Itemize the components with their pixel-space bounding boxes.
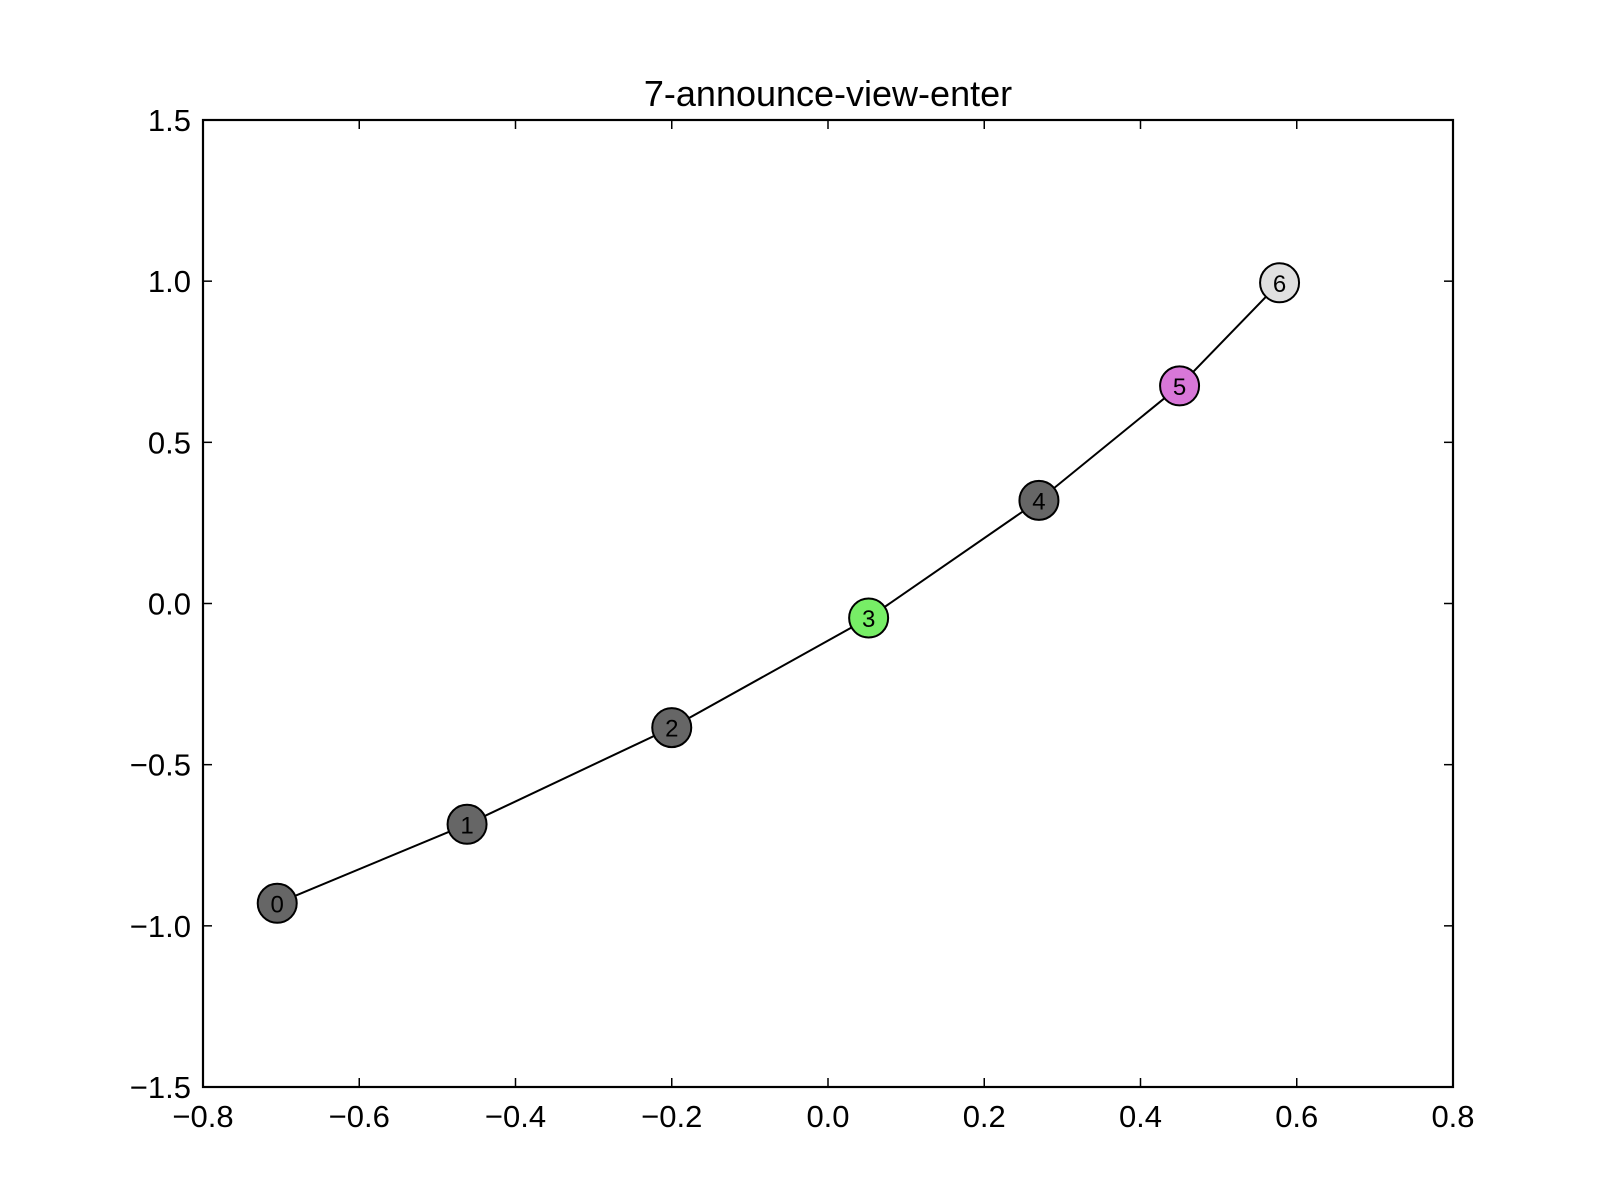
- node-marker: [848, 597, 890, 639]
- node-5: 5: [1159, 365, 1201, 407]
- node-2: 2: [651, 707, 693, 749]
- node-label: 2: [665, 716, 678, 743]
- node-marker: [446, 803, 488, 845]
- x-tick-label: −0.6: [329, 1099, 390, 1134]
- node-label: 1: [460, 812, 473, 839]
- node-3: 3: [848, 597, 890, 639]
- node-label: 4: [1032, 488, 1045, 515]
- node-6: 6: [1259, 262, 1301, 304]
- node-marker: [1159, 365, 1201, 407]
- x-tick-label: −0.4: [485, 1099, 546, 1134]
- x-tick-label: 0.4: [1119, 1099, 1162, 1134]
- y-tick-label: 0.0: [148, 587, 191, 622]
- edge-segment: [1178, 282, 1281, 387]
- plot-frame: [201, 118, 1455, 1089]
- x-tick-label: 0.6: [1275, 1099, 1318, 1134]
- node-marker: [1259, 262, 1301, 304]
- node-label: 3: [862, 606, 875, 633]
- x-tick-label: 0.8: [1431, 1099, 1474, 1134]
- edge-segment: [466, 726, 673, 826]
- x-tick-label: −0.2: [641, 1099, 702, 1134]
- y-tick-label: −1.0: [130, 909, 191, 944]
- edge-segment: [1038, 385, 1181, 502]
- y-tick-label: 1.0: [148, 264, 191, 299]
- series: [276, 282, 1281, 905]
- node-1: 1: [446, 803, 488, 845]
- x-tick-label: 0.0: [806, 1099, 849, 1134]
- node-marker: [1018, 479, 1060, 521]
- x-tick-label: 0.2: [963, 1099, 1006, 1134]
- node-4: 4: [1018, 479, 1060, 521]
- node-marker: [256, 882, 298, 924]
- node-label: 0: [271, 891, 284, 918]
- edge-segment: [276, 823, 468, 905]
- node-label: 6: [1273, 271, 1286, 298]
- nodes: 0 1 2 3 4 5 6: [256, 262, 1301, 924]
- axes: −0.8 −0.6 −0.4 −0.2 0.0 0.2 0.4 0.6 0.8 −1.5 −1.0 −…: [130, 103, 1475, 1134]
- node-0: 0: [256, 882, 298, 924]
- node-label: 5: [1173, 374, 1186, 401]
- y-tick-label: 0.5: [148, 425, 191, 460]
- edge-segment: [671, 617, 870, 729]
- node-marker: [651, 707, 693, 749]
- edge-segment: [868, 499, 1040, 619]
- y-tick-label: −0.5: [130, 748, 191, 783]
- y-tick-label: 1.5: [148, 103, 191, 138]
- chart-title: 7-announce-view-enter: [644, 73, 1012, 114]
- x-tick-label: −0.8: [172, 1099, 233, 1134]
- y-tick-label: −1.5: [130, 1070, 191, 1105]
